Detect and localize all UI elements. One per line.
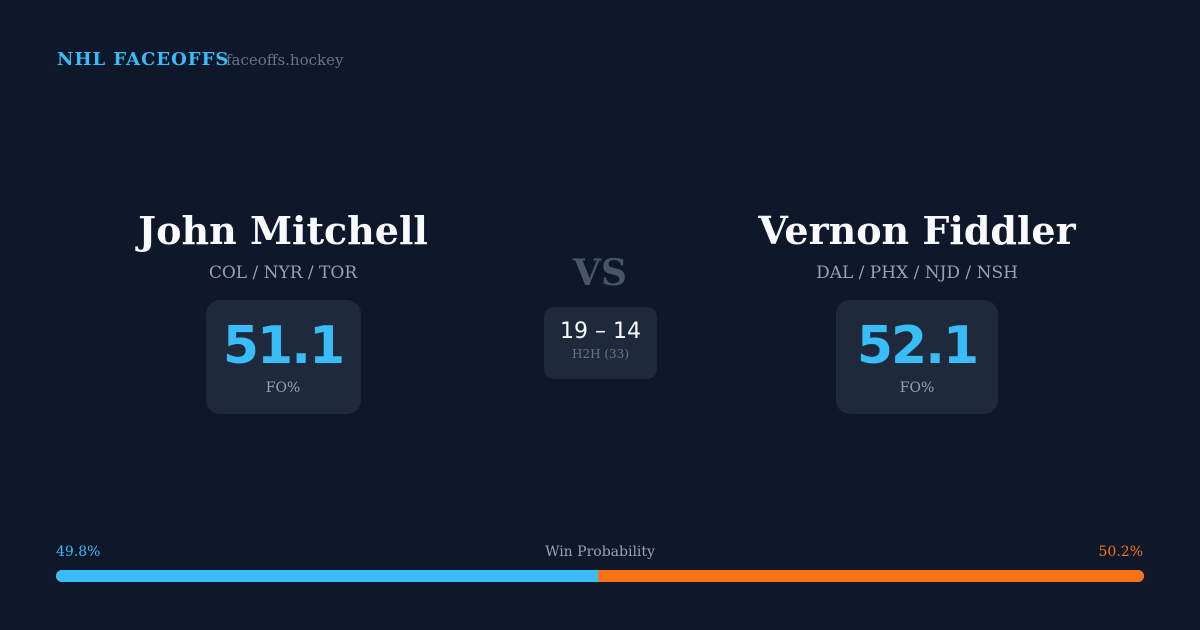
left-probability-fill [56,570,598,582]
player-name: John Mitchell [138,208,428,253]
site-name: faceoffs.hockey [226,51,344,69]
right-probability-fill [597,570,1144,582]
head-to-head-score: 19 – 14 [560,319,641,344]
head-to-head-label: H2H (33) [571,347,629,361]
win-probability-bar [56,570,1144,582]
player-1: John Mitchell COL / NYR / TOR 51.1 FO% [83,205,483,414]
faceoff-label: FO% [899,380,935,396]
player-teams: COL / NYR / TOR [208,263,358,283]
versus-label: VS [573,252,627,294]
faceoff-label: FO% [265,380,301,396]
faceoff-percentage: 51.1 [222,316,345,376]
faceoff-card: 52.1 FO% [836,300,998,414]
player-name: Vernon Fiddler [758,208,1076,253]
faceoff-percentage: 52.1 [856,316,979,376]
right-win-probability: 50.2% [1098,544,1143,560]
left-win-probability: 49.8% [56,544,101,560]
head-to-head-card: 19 – 14 H2H (33) [544,307,657,379]
win-probability-label: Win Probability [545,544,655,560]
brand-title: NHL FACEOFFS [57,49,230,70]
player-2: Vernon Fiddler DAL / PHX / NJD / NSH 52.… [717,205,1117,414]
player-teams: DAL / PHX / NJD / NSH [816,263,1018,283]
faceoff-card: 51.1 FO% [205,300,361,414]
